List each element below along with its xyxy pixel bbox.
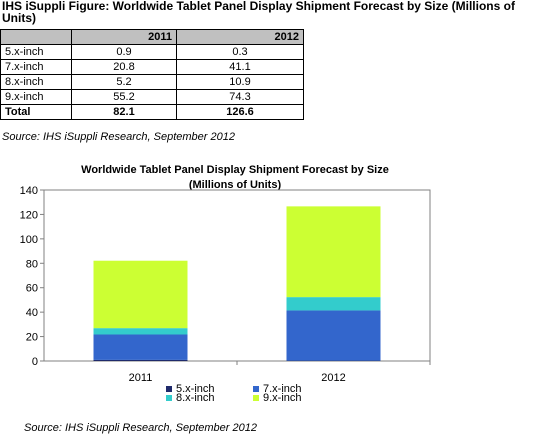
table-total-row: Total 82.1 126.6	[0, 104, 304, 120]
bar-segment	[93, 334, 188, 360]
y-tick-label: 20	[26, 332, 38, 344]
row-label: 7.x-inch	[0, 59, 72, 75]
table-header-2012: 2012	[176, 29, 304, 45]
figure-title: IHS iSuppli Figure: Worldwide Tablet Pan…	[2, 0, 515, 25]
table-header-row: 2011 2012	[0, 29, 304, 45]
legend-label: 9.x-inch	[263, 392, 302, 404]
y-tick-label: 140	[20, 185, 38, 197]
legend-label: 7.x-inch	[263, 383, 302, 395]
y-tick-label: 100	[20, 234, 38, 246]
bar-segment	[93, 328, 188, 335]
y-tick-label: 120	[20, 209, 38, 221]
legend-label: 8.x-inch	[176, 392, 215, 404]
total-2011: 82.1	[71, 104, 177, 120]
total-2012: 126.6	[176, 104, 304, 120]
table-header-blank	[0, 29, 72, 45]
y-tick-label: 60	[26, 283, 38, 295]
x-tick-label: 2012	[321, 372, 345, 384]
y-tick-label: 80	[26, 258, 38, 270]
x-tick-label: 2011	[129, 372, 153, 384]
chart-title: Worldwide Tablet Panel Display Shipment …	[81, 164, 389, 176]
bar-segment	[286, 310, 381, 361]
legend-label: 5.x-inch	[176, 383, 215, 395]
chart-subtitle: (Millions of Units)	[188, 179, 282, 191]
y-tick-label: 0	[32, 356, 38, 368]
legend-swatch	[166, 386, 172, 392]
source-note-bottom: Source: IHS iSuppli Research, September …	[24, 422, 257, 434]
chart-title-block: Worldwide Tablet Panel Display Shipment …	[40, 163, 430, 193]
bar-segment	[286, 206, 381, 298]
table-header-2011: 2011	[71, 29, 177, 45]
bar-segment	[286, 297, 381, 311]
data-table: 2011 2012 5.x-inch 0.9 0.3 7.x-inch 20.8…	[0, 29, 304, 120]
total-label: Total	[0, 104, 72, 120]
bar-segment	[93, 260, 188, 329]
bar-segment	[93, 359, 188, 361]
legend-swatch	[166, 395, 172, 401]
source-note-top: Source: IHS iSuppli Research, September …	[2, 131, 235, 143]
y-tick-label: 40	[26, 307, 38, 319]
legend-swatch	[253, 395, 259, 401]
legend-swatch	[253, 386, 259, 392]
